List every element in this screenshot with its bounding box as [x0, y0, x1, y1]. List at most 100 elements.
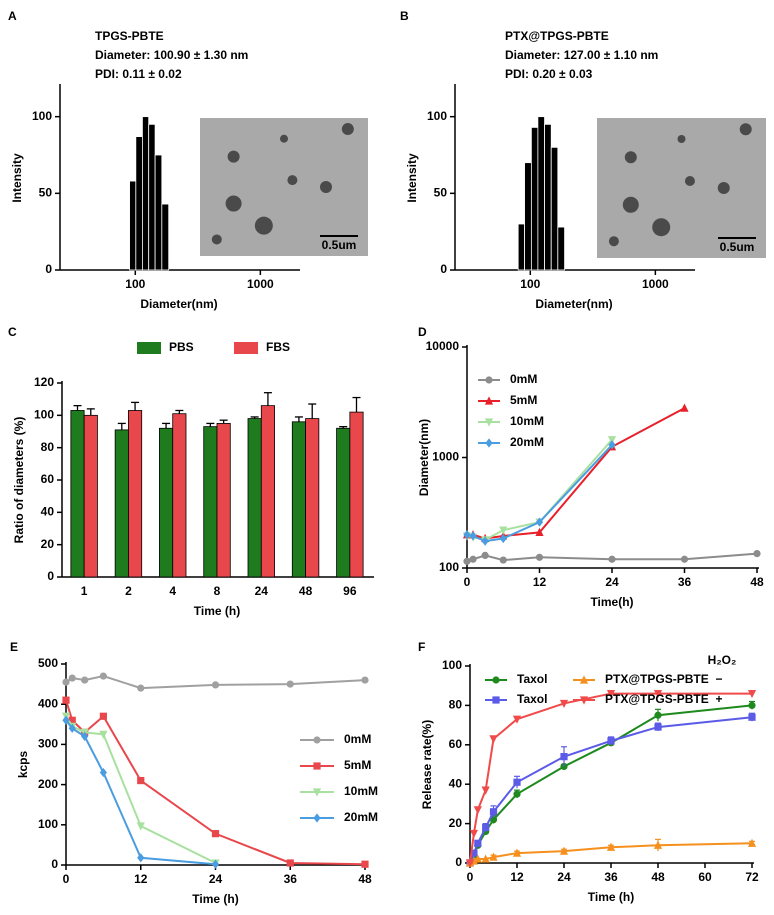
x-tick-label: 36 [284, 872, 298, 886]
series-line [65, 719, 216, 866]
panel-letter: F [418, 640, 425, 654]
y-tick-label: 400 [38, 696, 58, 710]
y-tick-label: 100 [38, 817, 58, 831]
marker [559, 699, 569, 709]
x-axis-label: Time (h) [192, 892, 238, 906]
x-tick-label: 0 [467, 870, 474, 884]
x-tick-label: 48 [299, 584, 313, 598]
y-tick-label: 50 [434, 186, 448, 200]
x-tick-label: 4 [169, 584, 176, 598]
marker [99, 730, 108, 739]
marker [137, 853, 145, 863]
marker [654, 723, 662, 731]
y-tick-label: 0 [440, 262, 447, 276]
legend-title: H₂O₂ [708, 653, 737, 667]
marker [286, 680, 294, 688]
y-tick-label: 100 [32, 109, 52, 123]
x-tick-label: 60 [698, 870, 712, 884]
marker [81, 731, 89, 741]
marker [513, 778, 521, 786]
y-tick-label: 200 [38, 777, 58, 791]
x-tick-label: 72 [745, 870, 759, 884]
panel-letter: A [8, 9, 17, 23]
inset-particle [211, 234, 222, 245]
marker [606, 842, 616, 851]
series-line [467, 407, 685, 540]
y-tick-label: 100 [34, 408, 54, 422]
y-tick-label: 0 [47, 569, 54, 583]
scale-label: 0.5um [322, 238, 357, 252]
marker [62, 696, 70, 704]
marker [499, 526, 508, 535]
bar [291, 421, 306, 578]
bar [128, 410, 143, 578]
y-tick-label: 100 [442, 658, 462, 672]
legend-label: PTX@TPGS-PBTE [605, 672, 709, 686]
marker [470, 849, 478, 857]
x-tick-label: 1000 [642, 277, 669, 291]
bar [129, 180, 137, 271]
series-line [469, 716, 753, 864]
marker [512, 848, 522, 857]
x-tick-label: 100 [125, 277, 145, 291]
bar [172, 413, 187, 578]
legend-label: Taxol [517, 672, 547, 686]
bar [544, 123, 552, 271]
panel-letter: C [8, 325, 17, 339]
panel-letter: D [418, 325, 427, 339]
marker [211, 859, 220, 869]
marker [463, 557, 471, 565]
y-tick-label: 500 [38, 656, 58, 670]
marker [747, 838, 757, 847]
annotation: Diameter: 127.00 ± 1.10 nm [505, 48, 658, 62]
inset-particle [608, 236, 619, 247]
x-tick-label: 1000 [247, 277, 274, 291]
bar [530, 127, 539, 271]
y-tick-label: 300 [38, 737, 58, 751]
x-tick-label: 2 [125, 584, 132, 598]
legend-marker [313, 736, 321, 744]
legend-marker [492, 676, 500, 684]
inset-particle [227, 150, 240, 163]
bar [154, 154, 163, 271]
legend-label: PBS [169, 340, 194, 354]
bar [349, 411, 364, 578]
marker [608, 440, 616, 450]
annotation: Diameter: 100.90 ± 1.30 nm [95, 48, 248, 62]
marker [680, 555, 689, 563]
y-tick-label: 1000 [432, 450, 459, 464]
marker [606, 689, 616, 699]
marker [535, 527, 544, 536]
inset-particle [341, 123, 354, 136]
y-tick-label: 20 [41, 537, 55, 551]
legend-label: 20mM [510, 435, 544, 449]
annotation: PDI: 0.11 ± 0.02 [95, 67, 182, 81]
scale-label: 0.5um [720, 240, 755, 254]
marker [608, 555, 616, 563]
marker [286, 859, 294, 867]
y-axis-label: Ratio of diameters (%) [12, 417, 26, 544]
marker [481, 854, 490, 863]
marker [211, 830, 220, 838]
marker [481, 536, 489, 546]
marker [137, 776, 145, 785]
y-tick-label: 20 [449, 816, 463, 830]
marker [489, 852, 498, 861]
inset-particle [225, 195, 242, 212]
legend-marker [492, 696, 500, 704]
x-tick-label: 48 [651, 870, 665, 884]
marker [62, 678, 70, 686]
y-axis-label: Diameter(nm) [417, 419, 431, 496]
legend-label: PTX@TPGS-PBTE [605, 692, 709, 706]
annotation: PDI: 0.20 ± 0.03 [505, 67, 593, 81]
marker [653, 689, 663, 699]
bar [142, 116, 150, 271]
marker [68, 674, 76, 682]
chart-title: TPGS-PBTE [95, 29, 164, 43]
legend-label: 10mM [344, 784, 378, 798]
inset-particle [717, 182, 730, 194]
y-tick-label: 0 [45, 262, 52, 276]
inset-particle [739, 123, 752, 136]
marker [465, 859, 475, 868]
